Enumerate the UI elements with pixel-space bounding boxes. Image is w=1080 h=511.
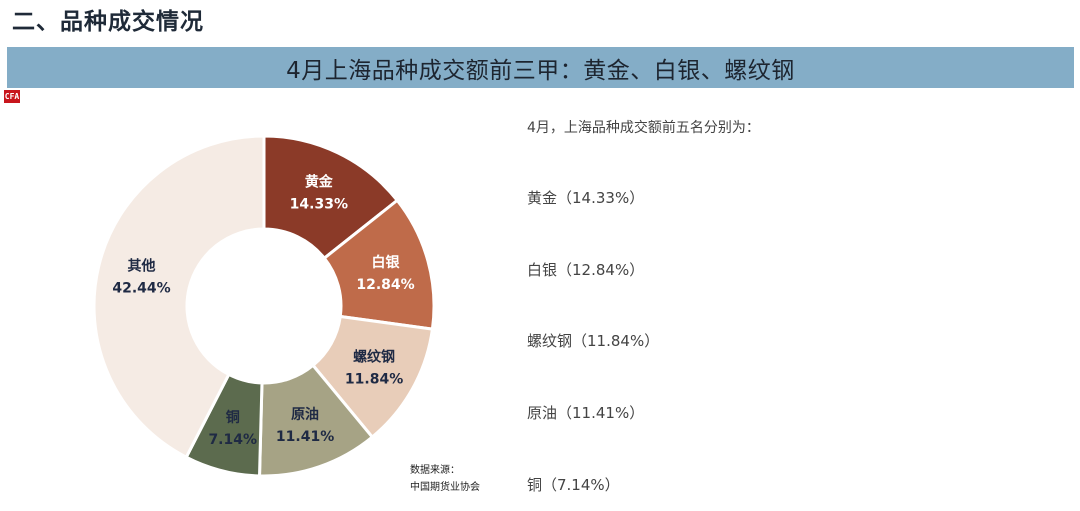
slice-value-silver: 12.84% [356, 277, 414, 293]
slice-label-gold: 黄金 [305, 174, 334, 191]
slice-label-other: 其他 [128, 257, 156, 274]
cfa-logo-icon: CFA [4, 90, 20, 103]
slice-other [92, 134, 266, 460]
slice-label-silver: 白银 [372, 254, 401, 271]
source-label: 数据来源： [410, 465, 460, 476]
slice-value-crude-oil: 11.41% [276, 429, 334, 445]
source-name: 中国期货业协会 [410, 482, 480, 493]
donut-chart: 黄金 14.33% 白银 12.84% 螺纹钢 11.84% 原油 11.41% 铜 7.14% 其… [92, 134, 436, 478]
list-item-copper: 铜（7.14%） [527, 476, 620, 494]
list-title: 4月，上海品种成交额前五名分别为： [527, 120, 760, 136]
slice-gold [262, 134, 400, 261]
slice-label-rebar: 螺纹钢 [353, 348, 395, 365]
slice-value-rebar: 11.84% [345, 371, 403, 387]
list-item-crude-oil: 原油（11.41%） [527, 404, 645, 422]
slice-value-other: 42.44% [112, 280, 170, 296]
slice-value-copper: 7.14% [208, 432, 257, 448]
slice-value-gold: 14.33% [290, 197, 348, 213]
slice-label-crude-oil: 原油 [291, 406, 319, 423]
list-item-silver: 白银（12.84%） [527, 261, 645, 279]
list-item-gold: 黄金（14.33%） [527, 189, 645, 207]
slice-label-copper: 铜 [226, 409, 240, 426]
chart-banner-title: 4月上海品种成交额前三甲：黄金、白银、螺纹钢 [7, 47, 1074, 88]
data-source: 数据来源： 中国期货业协会 [410, 462, 480, 496]
section-title: 二、品种成交情况 [12, 9, 204, 35]
list-item-rebar: 螺纹钢（11.84%） [527, 332, 660, 350]
